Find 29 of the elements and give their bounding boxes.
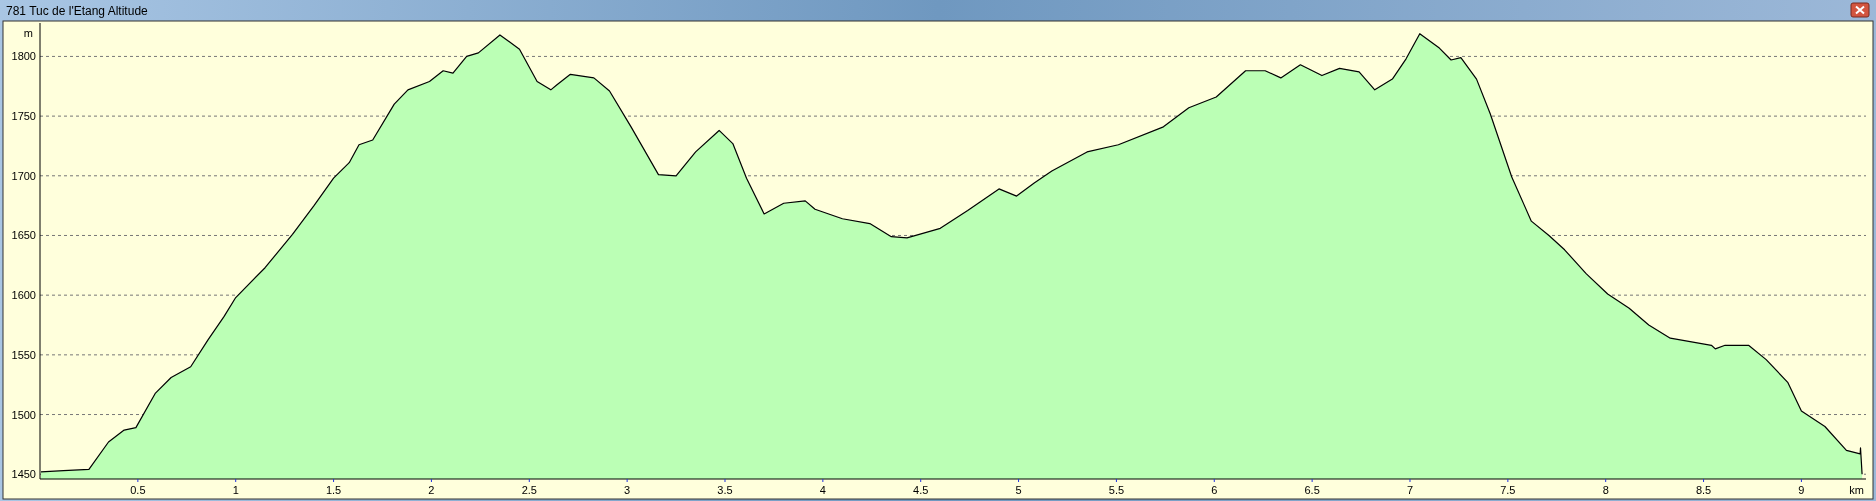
y-tick-label: 1550 xyxy=(11,348,36,361)
x-tick-label: 1 xyxy=(232,484,239,496)
x-tick-label: 7.5 xyxy=(1500,484,1516,496)
y-tick-label: 1800 xyxy=(11,50,36,63)
x-tick-label: 4 xyxy=(819,484,826,496)
chart-title: 781 Tuc de l'Etang Altitude xyxy=(6,4,149,18)
x-tick-label: 5 xyxy=(1015,484,1022,496)
x-tick-label: 3.5 xyxy=(717,484,733,496)
x-tick-label: 5.5 xyxy=(1108,484,1125,496)
y-axis-title: m xyxy=(23,27,33,39)
x-tick-label: 3 xyxy=(624,484,631,496)
y-tick-label: 1450 xyxy=(11,468,36,481)
x-tick-label: 6.5 xyxy=(1304,484,1320,496)
x-tick-label: 4.5 xyxy=(913,484,929,496)
x-tick-label: 7 xyxy=(1406,484,1414,496)
x-tick-label: 0.5 xyxy=(130,484,146,496)
x-axis-title: km xyxy=(1849,484,1864,496)
y-tick-label: 1700 xyxy=(11,169,36,182)
y-tick-label: 1650 xyxy=(11,229,36,242)
x-tick-label: 2.5 xyxy=(521,484,537,496)
y-tick-label: 1750 xyxy=(11,110,36,123)
x-tick-label: 9 xyxy=(1798,484,1805,496)
x-tick-label: 8.5 xyxy=(1695,484,1712,496)
y-tick-label: 1500 xyxy=(11,408,36,421)
x-tick-label: 6 xyxy=(1211,484,1218,496)
x-tick-label: 1.5 xyxy=(325,484,342,496)
y-tick-label: 1600 xyxy=(11,289,36,302)
x-tick-label: 2 xyxy=(428,484,435,496)
x-tick-label: 8 xyxy=(1602,484,1609,496)
